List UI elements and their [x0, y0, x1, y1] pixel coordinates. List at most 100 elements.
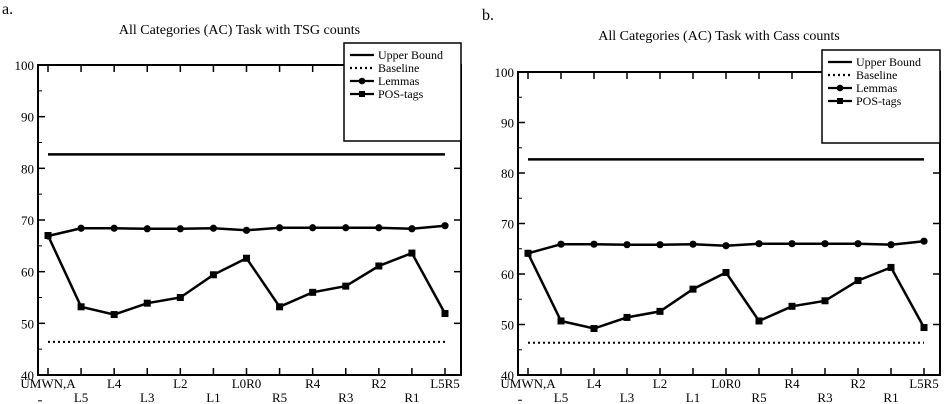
x-tick-label: L2 [653, 376, 667, 391]
data-point [656, 241, 664, 249]
data-point [524, 249, 532, 257]
legend-label: Baseline [378, 61, 419, 75]
x-tick-label: UMWN,A [500, 376, 556, 391]
panel-label: b. [482, 7, 494, 24]
legend-label: Lemmas [856, 81, 898, 95]
y-tick-label: 40 [21, 368, 34, 383]
data-point [275, 224, 284, 232]
panel-label: a. [2, 1, 13, 18]
legend-label: POS-tags [378, 87, 424, 101]
data-point [854, 277, 862, 285]
data-point [143, 299, 151, 307]
x-tick-label: R2 [850, 376, 865, 391]
data-point [722, 242, 730, 250]
y-tick-label: 90 [501, 116, 514, 131]
legend-marker [836, 84, 844, 92]
data-point [887, 241, 895, 249]
x-tick-label: L1 [686, 390, 700, 404]
chart-title: All Categories (AC) Task with TSG counts [119, 23, 360, 38]
legend-label: Upper Bound [856, 55, 921, 69]
x-tick-label: UMWN,A [20, 376, 76, 391]
series-lemmas [524, 237, 928, 257]
x-tick-label: L4 [107, 376, 122, 391]
data-point [242, 226, 251, 234]
data-point [689, 240, 697, 248]
y-tick-label: 60 [21, 265, 34, 280]
x-tick-label: R1 [404, 390, 419, 404]
data-point [176, 294, 184, 301]
y-tick-label: 70 [501, 217, 514, 232]
data-point [342, 282, 350, 290]
x-tick-label: L2 [173, 376, 187, 391]
data-point [755, 317, 763, 325]
data-point [309, 288, 317, 296]
x-tick-label: L5R5 [909, 376, 939, 391]
data-point [656, 307, 664, 315]
data-point [920, 324, 928, 332]
data-point [755, 240, 763, 248]
data-point [441, 310, 449, 318]
x-tick-label: L1 [206, 390, 220, 404]
data-point [44, 232, 52, 239]
data-point [408, 225, 416, 233]
series-pos-tags [524, 249, 928, 333]
x-tick-label: L4 [587, 376, 602, 391]
legend-label: Lemmas [378, 74, 420, 88]
y-tick-label: 100 [15, 58, 35, 73]
data-point [821, 240, 829, 248]
legend-marker [359, 91, 365, 97]
data-point [887, 263, 895, 271]
x-tick-label: L5 [74, 390, 88, 404]
x-tick-label: R4 [784, 376, 800, 391]
data-point [722, 268, 730, 276]
y-tick-label: 80 [21, 161, 34, 176]
y-tick-label: 100 [495, 65, 515, 80]
data-point [623, 241, 631, 249]
y-tick-label: 80 [501, 166, 514, 181]
x-tick-label: L5 [554, 390, 568, 404]
chart-panel-b: b. All Categories (AC) Task with Cass cou… [482, 7, 941, 404]
data-point [110, 311, 118, 319]
x-tick-label: R5 [751, 390, 766, 404]
data-point [441, 222, 449, 230]
legend-label: POS-tags [856, 94, 902, 108]
y-tick-label: 70 [21, 213, 34, 228]
data-point [375, 224, 383, 232]
series-lemmas [44, 222, 449, 240]
x-tick-label: R2 [371, 376, 386, 391]
data-point [590, 325, 598, 333]
y-tick-label: 40 [501, 368, 514, 383]
data-point [309, 224, 317, 232]
data-point [209, 271, 217, 279]
series-pos-tags [44, 232, 449, 319]
series-line [46, 234, 447, 316]
x-tick-label: R4 [305, 376, 321, 391]
x-tick-label: R3 [817, 390, 832, 404]
data-point [243, 254, 250, 262]
legend-marker [358, 77, 366, 85]
data-point [176, 225, 184, 233]
x-tick-label: L5R5 [430, 376, 460, 391]
data-point [77, 224, 85, 232]
y-tick-label: 50 [501, 318, 514, 333]
data-point [821, 297, 829, 305]
data-point [276, 303, 284, 311]
y-tick-label: 50 [21, 316, 34, 331]
legend-marker [837, 98, 843, 104]
data-point [788, 240, 796, 248]
data-point [557, 317, 565, 325]
x-tick-label: L0R0 [711, 376, 741, 391]
data-point [920, 237, 928, 245]
data-point [143, 225, 151, 233]
data-point [110, 224, 118, 232]
legend-label: Upper Bound [378, 48, 443, 62]
data-point [342, 224, 350, 232]
data-point [77, 303, 85, 311]
y-tick-label: 60 [501, 267, 514, 282]
chart-panel-a: a. All Categories (AC) Task with TSG coun… [2, 1, 462, 404]
data-point [788, 302, 796, 310]
data-point [623, 313, 631, 321]
